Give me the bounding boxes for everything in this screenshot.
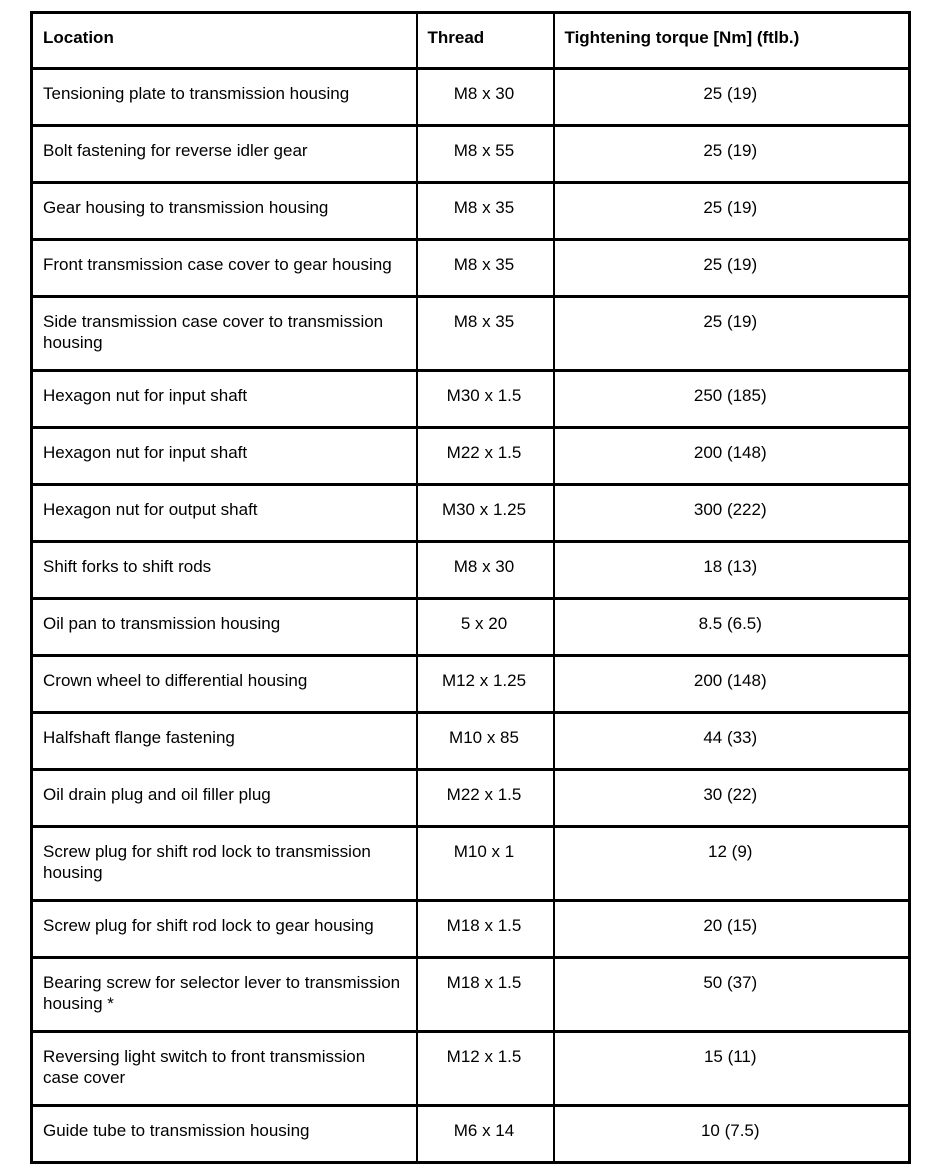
torque-cell: 20 (15) bbox=[552, 899, 911, 959]
location-cell: Bearing screw for selector lever to tran… bbox=[30, 956, 418, 1033]
thread-cell: M8 x 30 bbox=[415, 67, 555, 127]
table-row: Halfshaft flange fastening M10 x 85 44 (33… bbox=[30, 711, 911, 771]
location-cell: Side transmission case cover to transmis… bbox=[30, 295, 418, 372]
torque-cell: 12 (9) bbox=[552, 825, 911, 902]
table-row: Bearing screw for selector lever to tran… bbox=[30, 956, 911, 1033]
location-cell: Oil pan to transmission housing bbox=[30, 597, 418, 657]
table-row: Hexagon nut for input shaft M30 x 1.5 250 … bbox=[30, 369, 911, 429]
table-row: Guide tube to transmission housing M6 x 1… bbox=[30, 1104, 911, 1164]
table-row: Reversing light switch to front transmis… bbox=[30, 1030, 911, 1107]
torque-cell: 25 (19) bbox=[552, 67, 911, 127]
torque-cell: 200 (148) bbox=[552, 426, 911, 486]
thread-cell: M6 x 14 bbox=[415, 1104, 555, 1164]
table-row: Bolt fastening for reverse idler gear M8 … bbox=[30, 124, 911, 184]
column-header-torque: Tightening torque [Nm] (ftlb.) bbox=[552, 11, 911, 70]
thread-cell: M8 x 35 bbox=[415, 181, 555, 241]
thread-cell: M12 x 1.5 bbox=[415, 1030, 555, 1107]
location-cell: Front transmission case cover to gear ho… bbox=[30, 238, 418, 298]
location-cell: Crown wheel to differential housing bbox=[30, 654, 418, 714]
thread-cell: 5 x 20 bbox=[415, 597, 555, 657]
column-header-thread: Thread bbox=[415, 11, 555, 70]
location-cell: Hexagon nut for input shaft bbox=[30, 369, 418, 429]
location-cell: Hexagon nut for output shaft bbox=[30, 483, 418, 543]
location-cell: Bolt fastening for reverse idler gear bbox=[30, 124, 418, 184]
table-row: Hexagon nut for input shaft M22 x 1.5 200 … bbox=[30, 426, 911, 486]
torque-cell: 25 (19) bbox=[552, 238, 911, 298]
location-cell: Oil drain plug and oil filler plug bbox=[30, 768, 418, 828]
torque-cell: 250 (185) bbox=[552, 369, 911, 429]
torque-cell: 44 (33) bbox=[552, 711, 911, 771]
torque-cell: 30 (22) bbox=[552, 768, 911, 828]
location-cell: Tensioning plate to transmission housing bbox=[30, 67, 418, 127]
location-cell: Reversing light switch to front transmis… bbox=[30, 1030, 418, 1107]
thread-cell: M8 x 30 bbox=[415, 540, 555, 600]
thread-cell: M8 x 35 bbox=[415, 238, 555, 298]
table-row: Oil drain plug and oil filler plug M22 x … bbox=[30, 768, 911, 828]
table-row: Oil pan to transmission housing 5 x 20 8.5… bbox=[30, 597, 911, 657]
table-row: Tensioning plate to transmission housing… bbox=[30, 67, 911, 127]
location-cell: Screw plug for shift rod lock to transmi… bbox=[30, 825, 418, 902]
table-row: Screw plug for shift rod lock to gear ho… bbox=[30, 899, 911, 959]
thread-cell: M8 x 55 bbox=[415, 124, 555, 184]
thread-cell: M30 x 1.5 bbox=[415, 369, 555, 429]
table-body: Tensioning plate to transmission housing… bbox=[30, 67, 911, 1164]
torque-cell: 25 (19) bbox=[552, 124, 911, 184]
torque-cell: 10 (7.5) bbox=[552, 1104, 911, 1164]
table-row: Side transmission case cover to transmis… bbox=[30, 295, 911, 372]
location-cell: Hexagon nut for input shaft bbox=[30, 426, 418, 486]
thread-cell: M10 x 85 bbox=[415, 711, 555, 771]
torque-cell: 15 (11) bbox=[552, 1030, 911, 1107]
tightening-torque-table: Location Thread Tightening torque [Nm] (… bbox=[30, 11, 911, 1164]
location-cell: Shift forks to shift rods bbox=[30, 540, 418, 600]
thread-cell: M22 x 1.5 bbox=[415, 426, 555, 486]
thread-cell: M22 x 1.5 bbox=[415, 768, 555, 828]
location-cell: Guide tube to transmission housing bbox=[30, 1104, 418, 1164]
torque-cell: 50 (37) bbox=[552, 956, 911, 1033]
table-row: Screw plug for shift rod lock to transmi… bbox=[30, 825, 911, 902]
table-row: Shift forks to shift rods M8 x 30 18 (13) bbox=[30, 540, 911, 600]
table-row: Gear housing to transmission housing M8 x… bbox=[30, 181, 911, 241]
torque-cell: 25 (19) bbox=[552, 181, 911, 241]
torque-cell: 18 (13) bbox=[552, 540, 911, 600]
thread-cell: M10 x 1 bbox=[415, 825, 555, 902]
table-header-row: Location Thread Tightening torque [Nm] (… bbox=[30, 11, 911, 70]
torque-cell: 300 (222) bbox=[552, 483, 911, 543]
location-cell: Halfshaft flange fastening bbox=[30, 711, 418, 771]
table-row: Crown wheel to differential housing M12 x… bbox=[30, 654, 911, 714]
table-row: Hexagon nut for output shaft M30 x 1.25 30… bbox=[30, 483, 911, 543]
location-cell: Screw plug for shift rod lock to gear ho… bbox=[30, 899, 418, 959]
table-row: Front transmission case cover to gear ho… bbox=[30, 238, 911, 298]
torque-cell: 25 (19) bbox=[552, 295, 911, 372]
thread-cell: M12 x 1.25 bbox=[415, 654, 555, 714]
torque-cell: 8.5 (6.5) bbox=[552, 597, 911, 657]
torque-cell: 200 (148) bbox=[552, 654, 911, 714]
thread-cell: M30 x 1.25 bbox=[415, 483, 555, 543]
thread-cell: M8 x 35 bbox=[415, 295, 555, 372]
thread-cell: M18 x 1.5 bbox=[415, 899, 555, 959]
column-header-location: Location bbox=[30, 11, 418, 70]
location-cell: Gear housing to transmission housing bbox=[30, 181, 418, 241]
thread-cell: M18 x 1.5 bbox=[415, 956, 555, 1033]
